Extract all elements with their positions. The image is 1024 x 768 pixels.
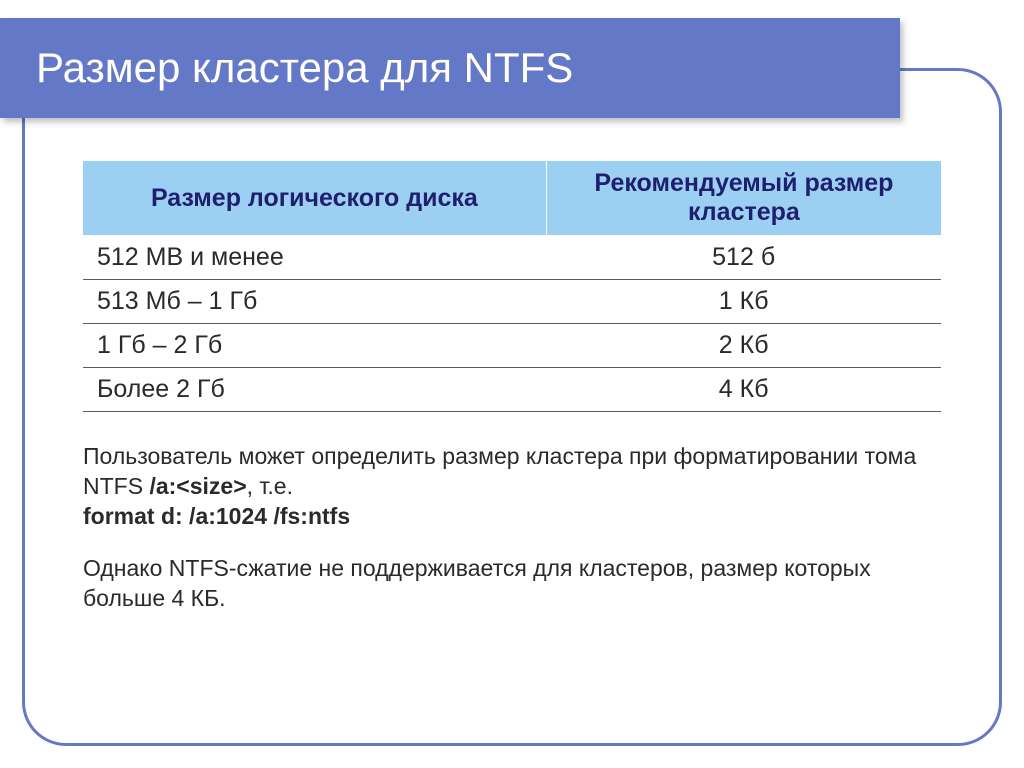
col-header-disk-size: Размер логического диска — [83, 161, 546, 236]
cell-cluster-size: 2 Кб — [546, 324, 941, 368]
body-text: Пользователь может определить размер кла… — [83, 442, 941, 613]
cluster-size-table: Размер логического диска Рекомендуемый р… — [83, 161, 941, 412]
cell-disk-size: 513 Мб – 1 Гб — [83, 280, 546, 324]
table-row: 513 Мб – 1 Гб 1 Кб — [83, 280, 941, 324]
para-ntfs-compression-note: Однако NTFS-сжатие не поддерживается для… — [83, 554, 941, 614]
cell-disk-size: 512 МВ и менее — [83, 236, 546, 280]
cell-cluster-size: 4 Кб — [546, 368, 941, 412]
table-header-row: Размер логического диска Рекомендуемый р… — [83, 161, 941, 236]
col-header-cluster-size: Рекомендуемый размер кластера — [546, 161, 941, 236]
para1-part-c: , т.е. — [247, 473, 293, 499]
table-row: Более 2 Гб 4 Кб — [83, 368, 941, 412]
para-user-define: Пользователь может определить размер кла… — [83, 442, 941, 532]
cell-cluster-size: 512 б — [546, 236, 941, 280]
para1-bold-size: /a:<size> — [149, 473, 246, 499]
cell-disk-size: Более 2 Гб — [83, 368, 546, 412]
title-bar: Размер кластера для NTFS — [0, 18, 900, 118]
content-frame: Размер логического диска Рекомендуемый р… — [22, 68, 1002, 746]
cell-cluster-size: 1 Кб — [546, 280, 941, 324]
cell-disk-size: 1 Гб – 2 Гб — [83, 324, 546, 368]
table-row: 1 Гб – 2 Гб 2 Кб — [83, 324, 941, 368]
para-format-command: format d: /a:1024 /fs:ntfs — [83, 503, 350, 529]
slide-title: Размер кластера для NTFS — [36, 44, 573, 92]
table-row: 512 МВ и менее 512 б — [83, 236, 941, 280]
